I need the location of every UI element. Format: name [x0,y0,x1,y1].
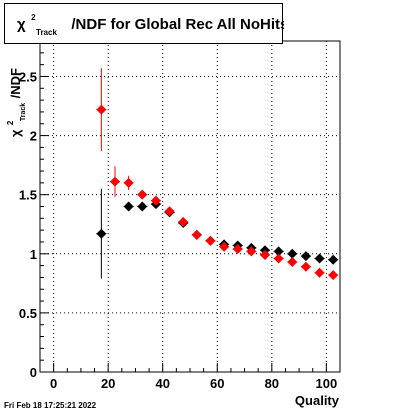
data-point [205,235,216,246]
y-axis-label-sup: 2 [6,120,15,125]
y-tick-label: 1.5 [19,188,37,203]
y-axis-label-chi: χ [8,129,23,137]
data-point [300,251,311,262]
data-point [287,248,298,259]
data-point [96,104,107,115]
x-tick-label: 100 [316,376,338,391]
data-point [314,267,325,278]
data-point [178,216,189,227]
chart-title-sup: 2 [31,13,36,22]
data-point [328,254,339,265]
y-tick-label: 2 [30,129,37,144]
data-point [191,229,202,240]
data-point [164,206,175,217]
y-axis-label-rest: /NDF [8,68,23,98]
svg-text:χ 2 Track /N: χ 2 Track /NDF [0,68,29,137]
data-point [232,244,243,255]
y-tick-label: 0.5 [19,306,37,321]
chart-title-box: χ 2 Track /NDF for Global Rec All NoHits [4,3,288,44]
data-point [96,228,107,239]
chart-title-sub: Track [36,28,57,37]
data-point [260,249,270,260]
data-point [273,253,284,264]
x-axis: 0 20 40 60 80 100 [39,363,341,391]
plot-frame [39,40,341,373]
y-axis-label: χ 2 Track /NDF [0,68,29,137]
series-1 [96,68,339,281]
data-point [110,176,120,187]
x-tick-label: 80 [265,376,279,391]
data-point [300,261,311,272]
timestamp: Fri Feb 18 17:25:21 2022 [4,401,97,410]
data-points [96,68,339,281]
data-point [314,253,325,264]
data-point [137,189,148,200]
data-point [150,195,161,206]
x-tick-label: 20 [101,376,115,391]
svg-text:χ 2 Track /N: χ 2 Track /NDF for Global Rec All NoHits [17,7,284,39]
y-tick-label: 0 [30,365,37,380]
data-point [328,270,339,281]
chart-title-rest: /NDF for Global Rec All NoHits [71,16,284,33]
grid-lines [40,41,340,373]
chart-title-chi: χ [17,16,26,33]
data-point [219,241,230,252]
data-point [246,246,257,257]
x-tick-label: 60 [210,376,224,391]
x-tick-label: 40 [155,376,169,391]
data-point [123,201,134,212]
y-axis: 0 0.5 1 1.5 2 2.5 [19,52,49,380]
data-point [287,257,298,268]
data-point [273,246,284,257]
y-tick-label: 2.5 [19,69,37,84]
x-axis-label: Quality [295,393,340,408]
y-axis-label-sub: Track [20,103,27,121]
x-tick-label: 0 [50,376,57,391]
data-point [137,201,148,212]
y-tick-label: 1 [30,247,37,262]
data-point [123,177,134,188]
